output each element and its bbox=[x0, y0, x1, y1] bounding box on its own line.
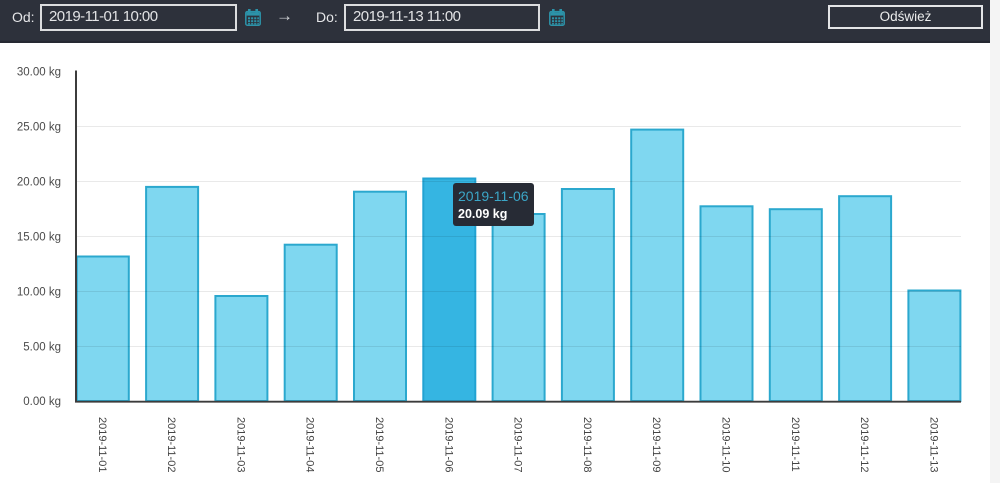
svg-text:2019-11-03: 2019-11-03 bbox=[234, 417, 246, 472]
svg-text:15.00 kg: 15.00 kg bbox=[17, 232, 61, 244]
svg-text:20.00 kg: 20.00 kg bbox=[17, 177, 61, 189]
svg-text:2019-11-10: 2019-11-10 bbox=[720, 417, 732, 472]
svg-text:2019-11-08: 2019-11-08 bbox=[581, 417, 593, 472]
svg-text:2019-11-13: 2019-11-13 bbox=[927, 417, 939, 472]
svg-text:2019-11-09: 2019-11-09 bbox=[650, 417, 662, 472]
svg-text:2019-11-01: 2019-11-01 bbox=[96, 417, 108, 472]
svg-text:2019-11-06: 2019-11-06 bbox=[442, 417, 454, 472]
svg-text:2019-11-07: 2019-11-07 bbox=[512, 417, 524, 472]
svg-text:2019-11-04: 2019-11-04 bbox=[304, 417, 316, 472]
svg-text:2019-11-02: 2019-11-02 bbox=[165, 417, 177, 472]
svg-text:2019-11-12: 2019-11-12 bbox=[858, 417, 870, 472]
svg-text:30.00 kg: 30.00 kg bbox=[17, 67, 61, 79]
svg-text:0.00 kg: 0.00 kg bbox=[23, 396, 61, 408]
svg-text:10.00 kg: 10.00 kg bbox=[17, 287, 61, 299]
svg-text:2019-11-05: 2019-11-05 bbox=[373, 417, 385, 472]
svg-text:25.00 kg: 25.00 kg bbox=[17, 122, 61, 134]
svg-text:2019-11-11: 2019-11-11 bbox=[789, 417, 801, 472]
svg-text:5.00 kg: 5.00 kg bbox=[23, 342, 61, 354]
